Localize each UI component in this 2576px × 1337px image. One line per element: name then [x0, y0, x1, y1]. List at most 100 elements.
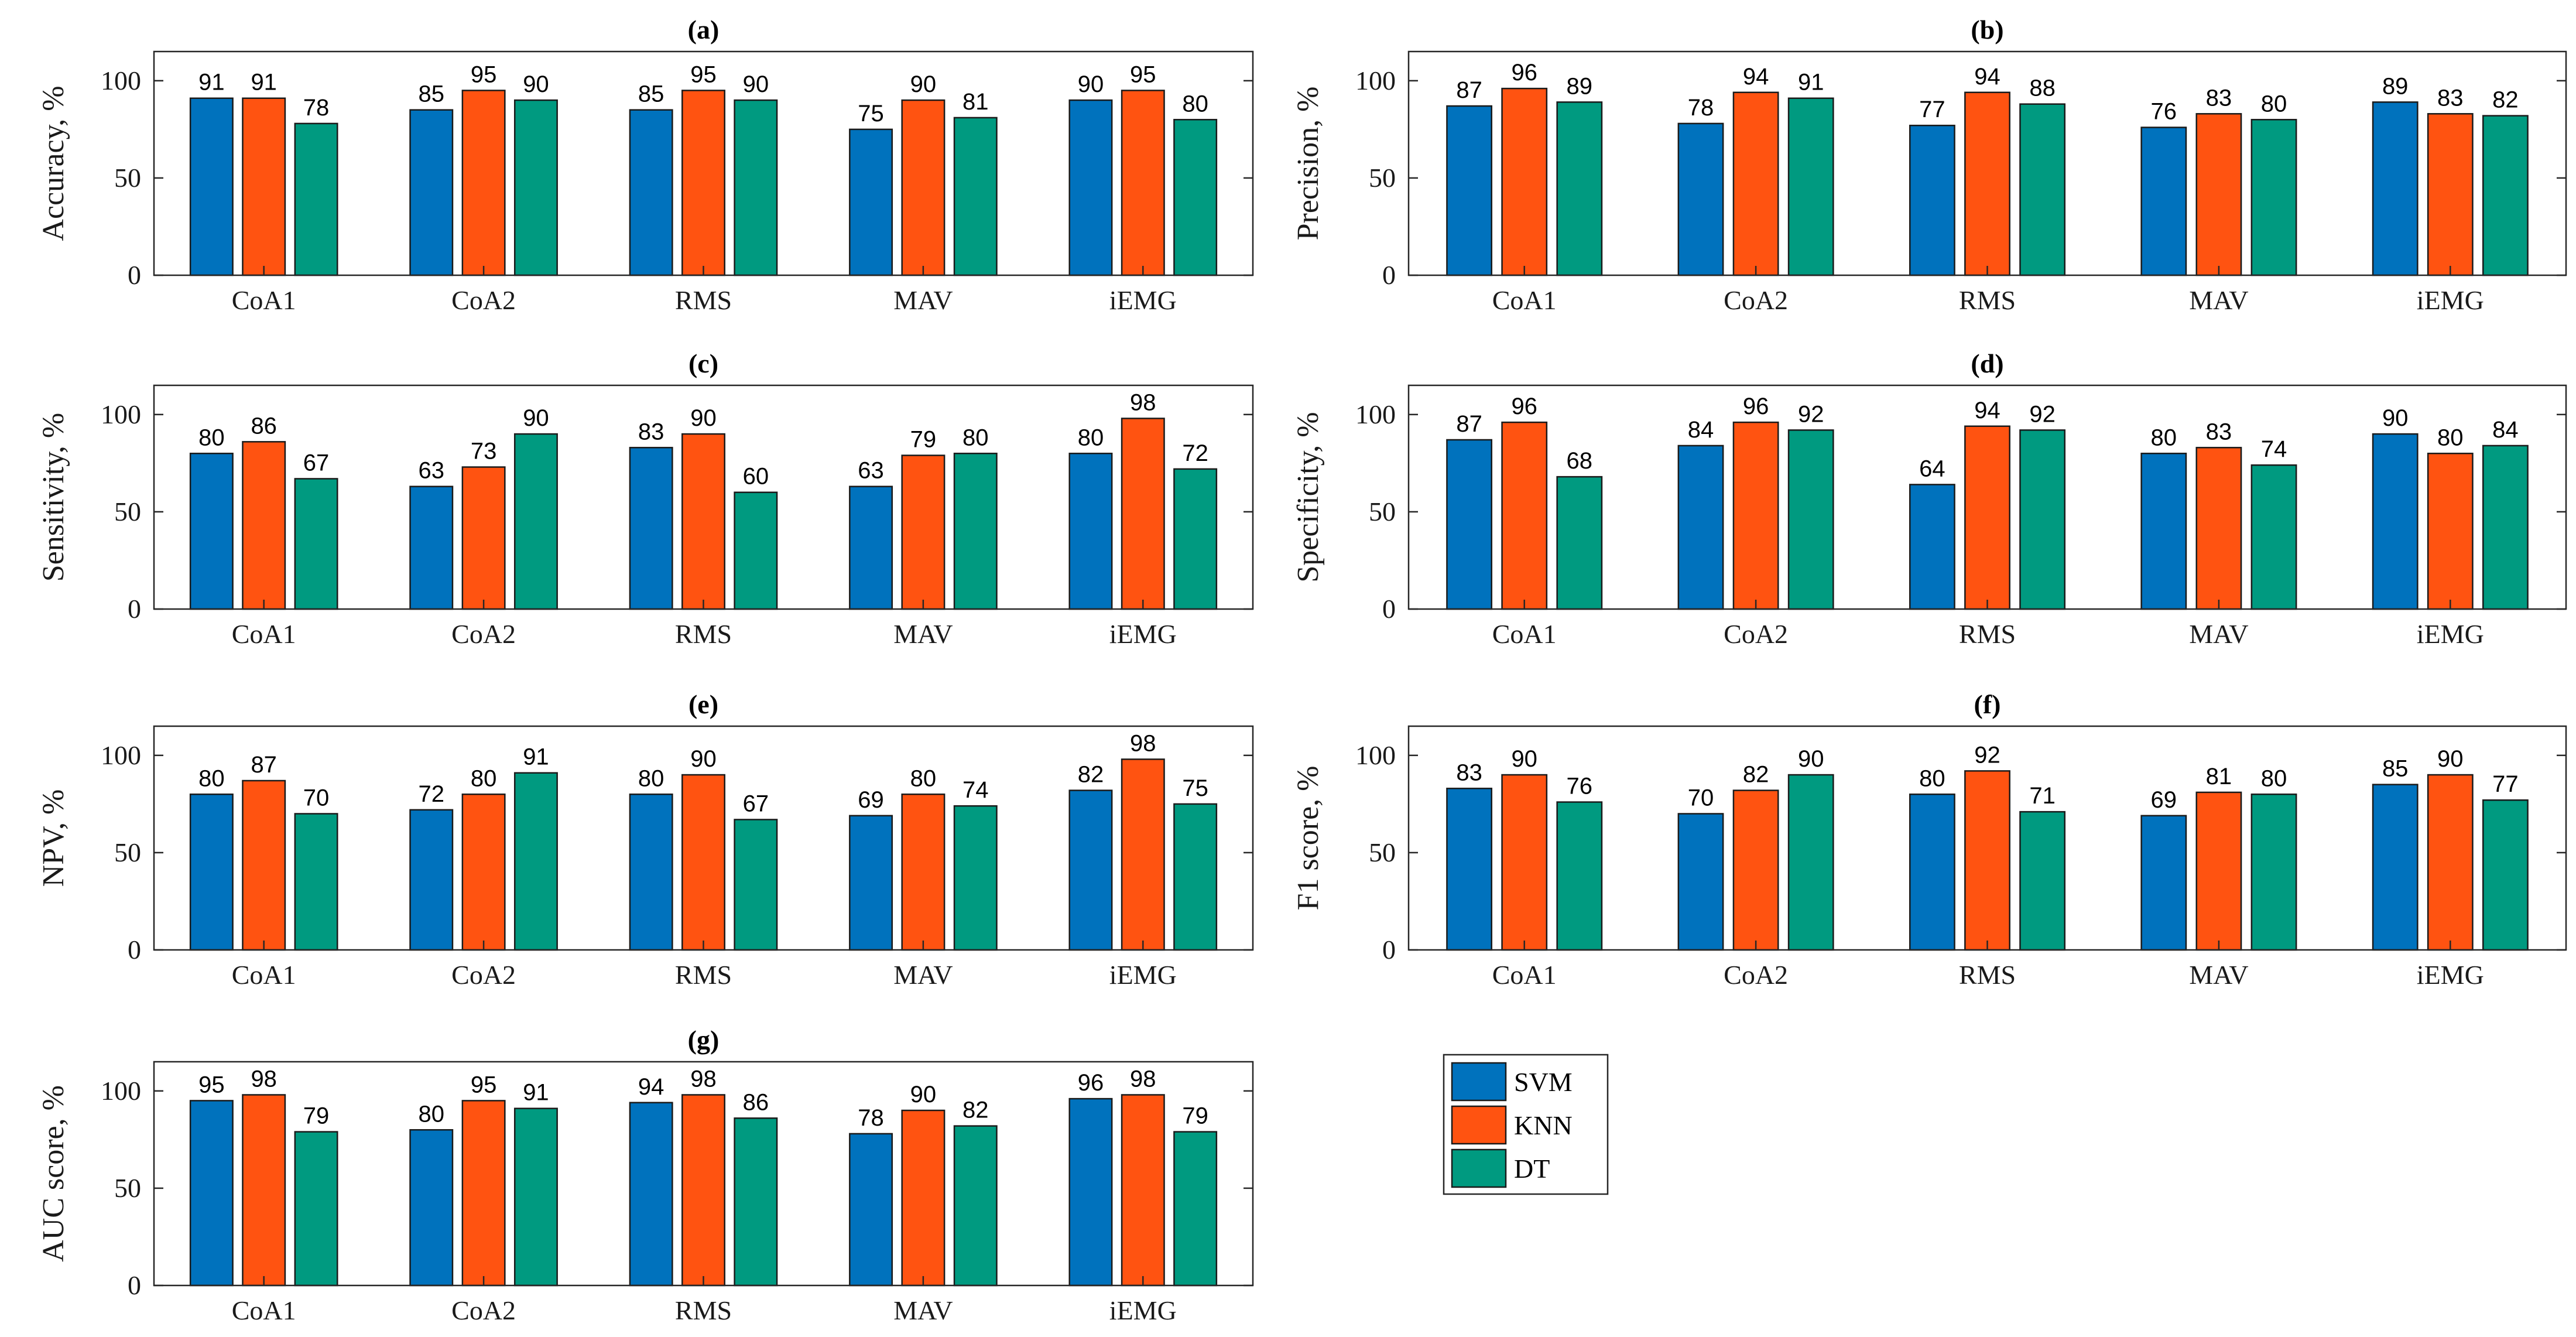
- panel-g: (g) AUC score, % 95 98 79 CoA1 80 95 91 CoA2 94 98 8…: [37, 1025, 1254, 1325]
- panel-a: (a) Accuracy, % 91 91 78 CoA1 85 95 90 CoA2 85 95 90…: [37, 15, 1254, 315]
- bar-svm-coa1: [189, 1100, 234, 1287]
- bar-svm-iemg: [1068, 453, 1113, 610]
- y-tick-label: 100: [101, 399, 141, 429]
- data-label: 84: [1688, 417, 1714, 443]
- bar-svm-iemg: [2372, 784, 2419, 951]
- legend-swatch-svm: [1451, 1062, 1507, 1102]
- data-label: 90: [910, 71, 937, 97]
- panel-title: (d): [1971, 348, 2003, 378]
- data-label: 90: [523, 71, 549, 97]
- y-tick-label: 0: [1382, 935, 1396, 965]
- y-tick-label: 50: [114, 837, 141, 867]
- y-tick-label: 100: [101, 1076, 141, 1106]
- bar-svm-mav: [849, 485, 893, 610]
- data-label: 80: [962, 425, 989, 450]
- data-label: 98: [1130, 389, 1156, 415]
- y-tick-label: 50: [1369, 163, 1396, 193]
- panel-title: (f): [1974, 689, 2001, 719]
- y-tick-label: 0: [128, 1270, 141, 1300]
- bar-svm-coa1: [189, 453, 234, 610]
- y-tick-label: 0: [128, 935, 141, 965]
- bar-knn-mav: [2195, 791, 2242, 951]
- bar-knn-mav: [901, 99, 946, 276]
- y-tick-label: 100: [101, 740, 141, 770]
- y-tick-label: 50: [114, 497, 141, 526]
- bar-dt-rms: [2019, 429, 2066, 610]
- bar-svm-rms: [629, 794, 673, 951]
- data-label: 80: [2437, 425, 2464, 450]
- x-tick-label: CoA1: [1492, 619, 1557, 649]
- data-label: 82: [2492, 87, 2519, 113]
- bar-svm-rms: [1909, 794, 1955, 951]
- x-tick-label: CoA2: [1724, 619, 1788, 649]
- bar-svm-iemg: [2372, 433, 2419, 610]
- bar-knn-rms: [1964, 425, 2010, 610]
- legend: SVM KNN DT: [1443, 1054, 1609, 1195]
- data-label: 82: [1078, 762, 1104, 788]
- bar-knn-coa2: [461, 1100, 506, 1287]
- bar-svm-mav: [2140, 126, 2187, 276]
- data-label: 67: [743, 791, 769, 816]
- x-tick-label: iEMG: [2417, 285, 2484, 315]
- data-label: 72: [1182, 440, 1208, 466]
- panel-title: (a): [688, 15, 720, 45]
- axes-frame: [1407, 50, 2567, 276]
- data-label: 98: [690, 1066, 717, 1092]
- bar-dt-mav: [953, 805, 998, 951]
- data-label: 94: [638, 1074, 664, 1100]
- data-label: 86: [743, 1089, 769, 1115]
- data-label: 76: [2151, 99, 2177, 125]
- bar-knn-mav: [901, 794, 946, 951]
- data-label: 83: [2437, 85, 2464, 111]
- bar-svm-rms: [1909, 484, 1955, 610]
- data-label: 77: [1919, 97, 1945, 122]
- x-tick-label: iEMG: [1109, 1295, 1177, 1325]
- data-label: 98: [1130, 1066, 1156, 1092]
- bar-knn-coa1: [1501, 87, 1548, 276]
- bar-knn-coa2: [461, 794, 506, 951]
- bar-knn-mav: [901, 1109, 946, 1287]
- x-tick-label: RMS: [1959, 285, 2016, 315]
- bar-svm-rms: [629, 109, 673, 276]
- x-tick-label: CoA1: [1492, 960, 1557, 990]
- bar-svm-coa1: [1446, 105, 1493, 276]
- bar-knn-rms: [681, 774, 725, 951]
- data-label: 80: [1919, 765, 1945, 791]
- bar-knn-coa2: [461, 90, 506, 276]
- data-label: 74: [962, 777, 989, 803]
- y-tick-label: 0: [1382, 260, 1396, 290]
- data-label: 81: [2206, 764, 2232, 789]
- bar-knn-coa1: [242, 1094, 286, 1287]
- legend-swatch-dt: [1451, 1148, 1507, 1188]
- y-axis-label: Accuracy, %: [37, 86, 70, 241]
- data-label: 95: [198, 1072, 225, 1097]
- data-label: 82: [962, 1097, 989, 1123]
- data-label: 69: [858, 787, 884, 813]
- data-label: 90: [523, 405, 549, 431]
- bar-knn-mav: [901, 454, 946, 610]
- bar-svm-mav: [2140, 815, 2187, 951]
- x-tick-label: RMS: [675, 619, 732, 649]
- bar-dt-coa2: [513, 1107, 558, 1287]
- bar-svm-coa2: [1677, 444, 1724, 610]
- bar-knn-iemg: [1121, 90, 1165, 276]
- data-label: 85: [2382, 756, 2409, 782]
- bar-dt-rms: [2019, 811, 2066, 951]
- bar-svm-mav: [849, 815, 893, 951]
- bar-dt-coa2: [1787, 97, 1834, 276]
- data-label: 85: [638, 81, 664, 107]
- bar-dt-iemg: [1173, 119, 1218, 276]
- bar-dt-iemg: [1173, 468, 1218, 610]
- data-label: 87: [1456, 77, 1482, 103]
- bar-dt-iemg: [1173, 803, 1218, 951]
- y-tick-label: 0: [1382, 594, 1396, 624]
- data-label: 90: [690, 405, 717, 431]
- x-tick-label: MAV: [893, 285, 953, 315]
- data-label: 91: [523, 1080, 549, 1106]
- y-tick-label: 100: [1355, 740, 1396, 770]
- bar-dt-rms: [2019, 103, 2066, 276]
- bar-dt-rms: [734, 99, 778, 276]
- bar-dt-coa1: [294, 813, 338, 951]
- bar-dt-coa2: [1787, 774, 1834, 951]
